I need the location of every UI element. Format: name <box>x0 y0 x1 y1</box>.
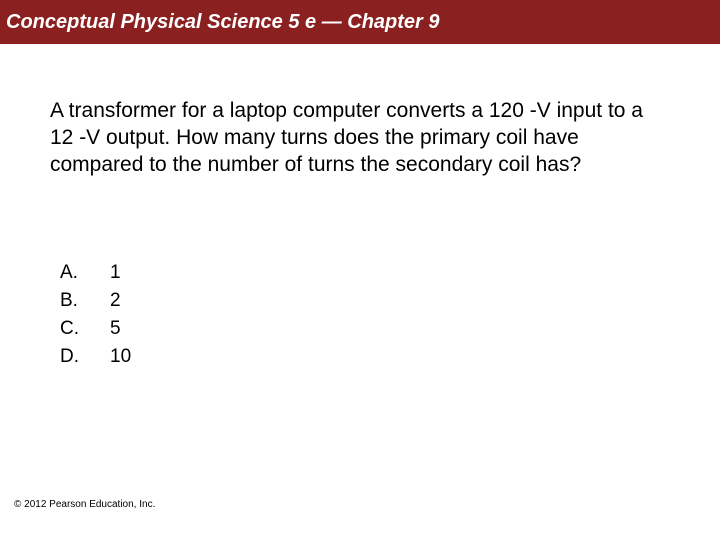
option-letter: B. <box>60 290 110 312</box>
option-letter: C. <box>60 318 110 340</box>
question-text: A transformer for a laptop computer conv… <box>50 98 660 179</box>
option-b: B. 2 <box>60 290 131 312</box>
option-value: 1 <box>110 262 121 284</box>
option-value: 10 <box>110 346 131 368</box>
option-a: A. 1 <box>60 262 131 284</box>
copyright-text: © 2012 Pearson Education, Inc. <box>14 499 155 510</box>
option-d: D. 10 <box>60 346 131 368</box>
options-list: A. 1 B. 2 C. 5 D. 10 <box>60 262 131 374</box>
option-letter: D. <box>60 346 110 368</box>
option-value: 5 <box>110 318 121 340</box>
page-title: Conceptual Physical Science 5 e — Chapte… <box>6 11 440 34</box>
option-value: 2 <box>110 290 121 312</box>
option-letter: A. <box>60 262 110 284</box>
header-bar: Conceptual Physical Science 5 e — Chapte… <box>0 0 720 44</box>
option-c: C. 5 <box>60 318 131 340</box>
